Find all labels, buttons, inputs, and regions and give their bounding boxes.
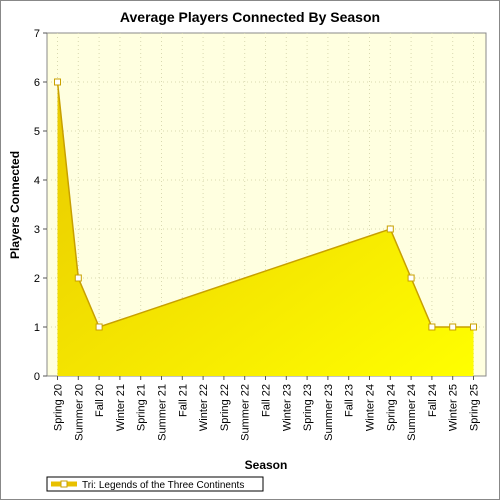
y-tick-label: 3 [34,224,40,236]
y-tick-label: 7 [34,28,40,40]
x-tick-label: Summer 23 [323,384,335,441]
data-point [449,323,457,331]
x-tick-label: Summer 24 [406,384,418,441]
legend: Tri: Legends of the Three Continents [46,476,264,492]
y-tick-label: 2 [34,273,40,285]
data-point [386,225,394,233]
y-tick-label: 1 [34,322,40,334]
data-point [407,274,415,282]
x-tick-label: Winter 25 [448,384,460,431]
data-point [54,78,61,86]
x-tick-label: Fall 23 [344,384,356,417]
x-tick-label: Winter 22 [198,384,210,431]
x-tick-label: Summer 21 [157,384,169,441]
chart-title: Average Players Connected By Season [120,9,380,25]
x-tick-label: Spring 22 [219,384,231,431]
y-tick-label: 5 [34,126,40,138]
data-point [470,323,477,331]
y-tick-label: 6 [34,77,40,89]
x-tick-label: Winter 23 [281,384,293,431]
data-point [428,323,436,331]
legend-box [46,476,264,492]
x-tick-label: Spring 25 [469,384,481,431]
x-tick-label: Winter 24 [365,384,377,431]
x-tick-label: Summer 22 [240,384,252,441]
x-tick-label: Fall 24 [427,384,439,417]
x-tick-label: Fall 22 [261,384,273,417]
data-point [95,323,103,331]
x-tick-label: Spring 21 [136,384,148,431]
x-tick-label: Spring 20 [53,384,65,431]
series-markers [54,78,477,331]
y-tick-label: 0 [34,371,40,383]
x-tick-label: Fall 20 [94,384,106,417]
x-tick-label: Fall 21 [177,384,189,417]
series-area [57,82,474,376]
data-point [74,274,82,282]
y-axis: 0 1 2 3 4 5 6 7 [34,28,47,383]
x-tick-label: Winter 21 [115,384,127,431]
y-tick-label: 4 [34,175,40,187]
x-tick-label: Spring 23 [302,384,314,431]
x-tick-label: Summer 20 [73,384,85,441]
x-axis: Spring 20 Summer 20 Fall 20 Winter 21 Spring… [53,376,481,441]
x-axis-label: Season [245,458,288,472]
y-axis-label: Players Connected [8,151,22,259]
x-tick-label: Spring 24 [385,384,397,431]
legend-entry-label: Tri: Legends of the Three Continents [82,480,244,491]
legend-swatch-marker [60,480,68,488]
